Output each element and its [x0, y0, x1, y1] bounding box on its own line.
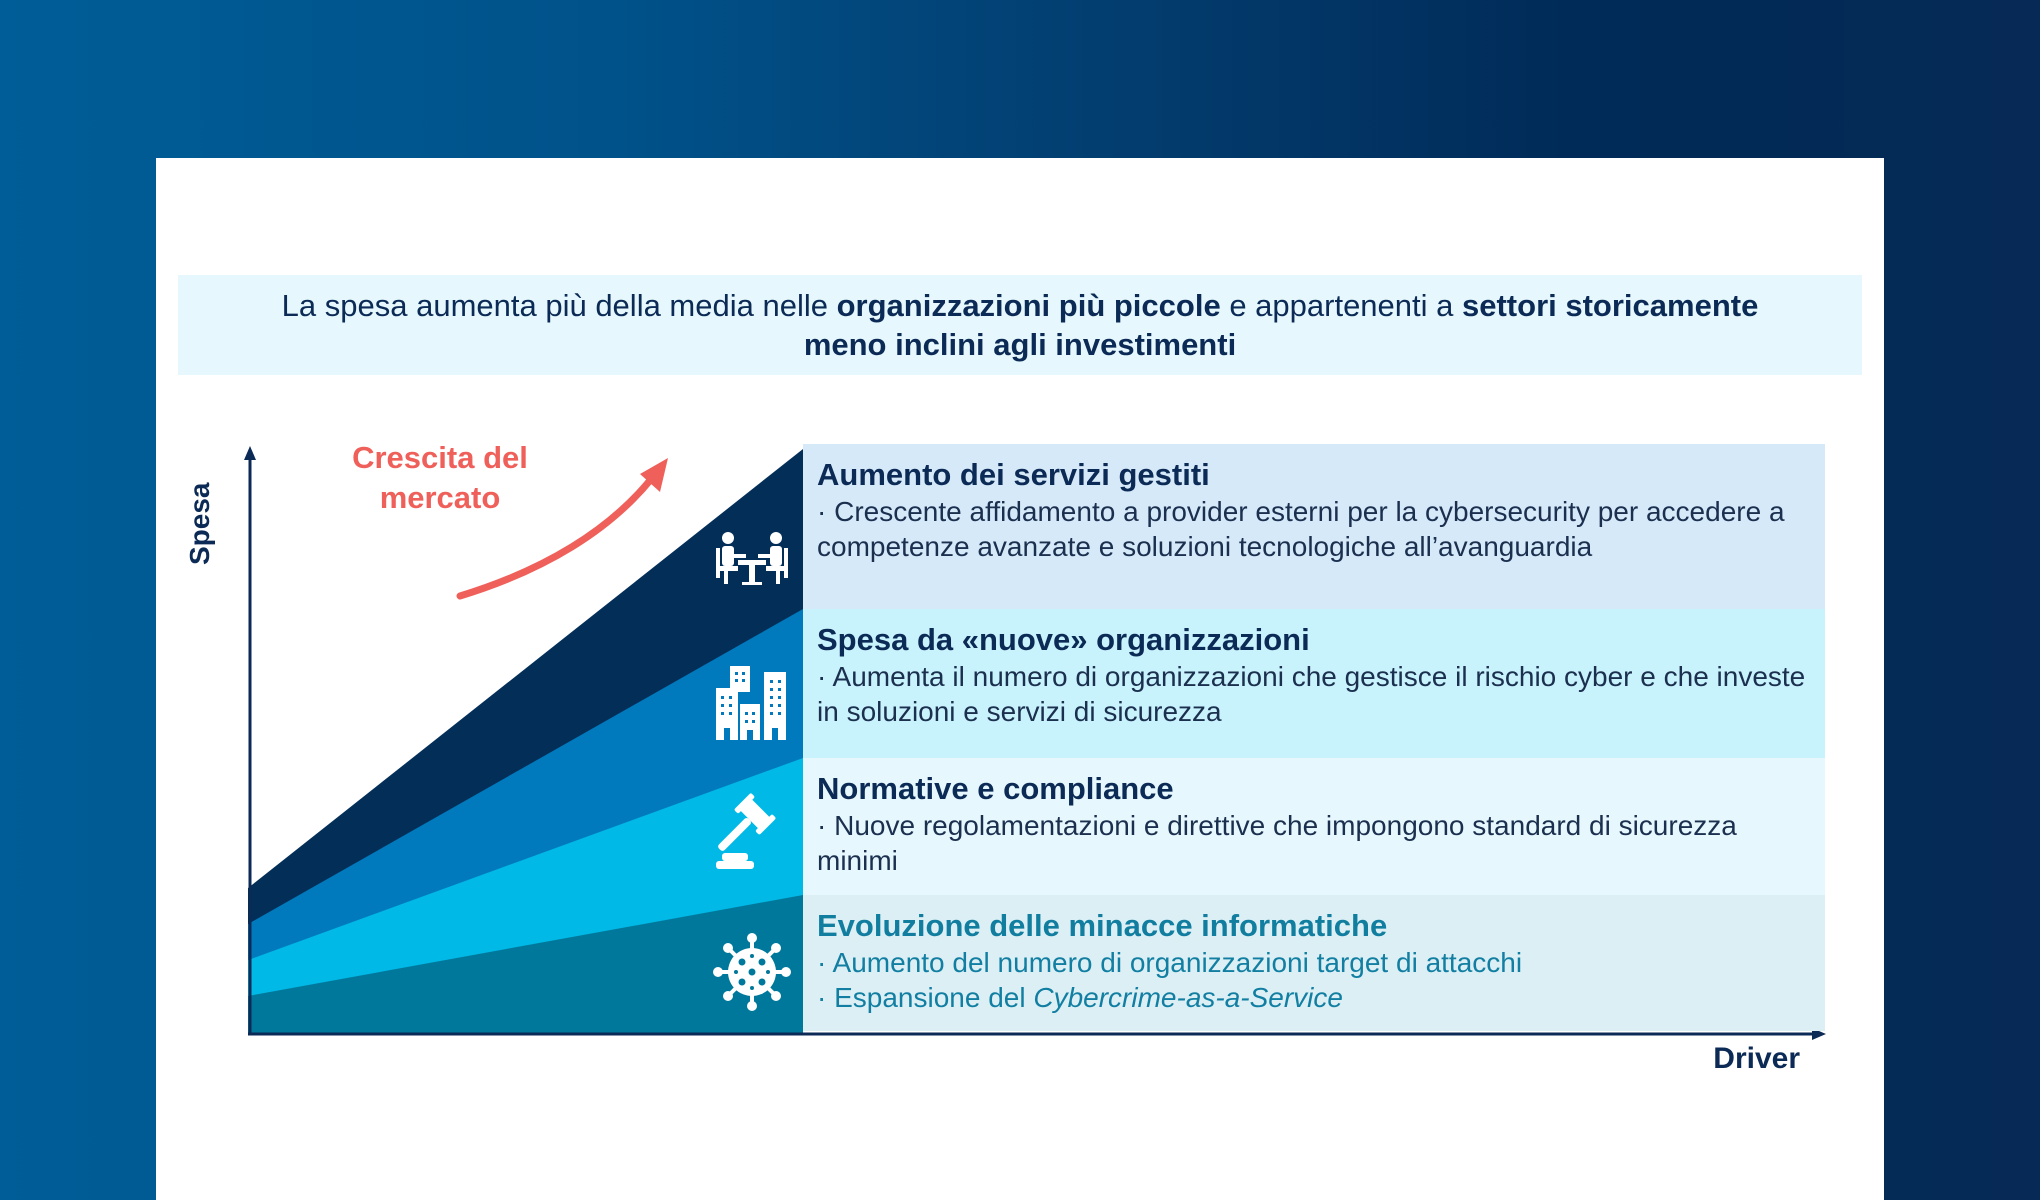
y-axis-arrowhead — [244, 446, 256, 460]
driver-title: Evoluzione delle minacce informatiche — [817, 908, 1388, 943]
growth-arrow — [456, 474, 656, 600]
driver-bullet-text: · Espansione del — [817, 982, 1034, 1013]
stripe-threats — [248, 895, 803, 1034]
buildings-icon — [716, 666, 786, 740]
driver-bullet: · Nuove regolamentazioni e direttive che… — [817, 810, 1737, 876]
driver-title: Normative e compliance — [817, 771, 1174, 806]
driver-bullet: · Crescente affidamento a provider ester… — [817, 496, 1785, 562]
banner-bold-1: organizzazioni più piccole — [836, 288, 1221, 323]
banner-bold-2: settori storicamente meno inclini agli i… — [803, 288, 1759, 362]
meeting-people-icon — [716, 532, 788, 585]
driver-bullet-italic: Cybercrime-as-a-Service — [1033, 982, 1343, 1013]
y-axis-label: Spesa — [184, 482, 215, 566]
market-growth-label: Crescita del mercato — [320, 438, 560, 518]
driver-title: Aumento dei servizi gestiti — [817, 457, 1210, 492]
driver-row-managed-services: Aumento dei servizi gestiti · Crescente … — [803, 444, 1825, 609]
banner-text-1: La spesa aumenta più della media nelle — [281, 288, 837, 323]
headline-banner: La spesa aumenta più della media nelle o… — [178, 275, 1862, 375]
banner-text-2: e appartenenti a — [1220, 288, 1462, 323]
driver-title: Spesa da «nuove» organizzazioni — [817, 622, 1310, 657]
driver-bullet: · Aumenta il numero di organizzazioni ch… — [817, 661, 1806, 727]
driver-bullet: · Aumento del numero di organizzazioni t… — [817, 947, 1523, 978]
x-axis-label: Driver — [1713, 1042, 1800, 1075]
driver-bullet: · Espansione del Cybercrime-as-a-Service — [817, 980, 1811, 1015]
virus-icon — [713, 933, 791, 1011]
growth-arrow-head — [640, 458, 668, 492]
gavel-icon — [716, 793, 776, 869]
market-growth-line-1: Crescita del — [352, 440, 528, 475]
driver-row-compliance: Normative e compliance · Nuove regolamen… — [803, 758, 1825, 895]
market-growth-line-2: mercato — [379, 480, 501, 515]
x-axis-arrowhead — [1812, 1028, 1826, 1040]
driver-row-cyber-threats: Evoluzione delle minacce informatiche · … — [803, 895, 1825, 1031]
driver-row-new-organizations: Spesa da «nuove» organizzazioni · Aument… — [803, 609, 1825, 758]
